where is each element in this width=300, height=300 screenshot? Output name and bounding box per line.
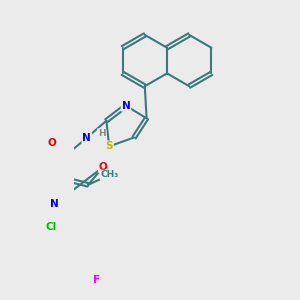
Text: F: F [93, 275, 100, 285]
Text: O: O [47, 138, 56, 148]
Text: Cl: Cl [46, 222, 57, 232]
Text: N: N [82, 133, 91, 143]
Text: H: H [98, 129, 106, 138]
Text: N: N [50, 199, 59, 209]
Text: S: S [105, 141, 113, 152]
Text: N: N [122, 101, 130, 111]
Text: O: O [99, 162, 107, 172]
Text: CH₃: CH₃ [100, 170, 119, 179]
